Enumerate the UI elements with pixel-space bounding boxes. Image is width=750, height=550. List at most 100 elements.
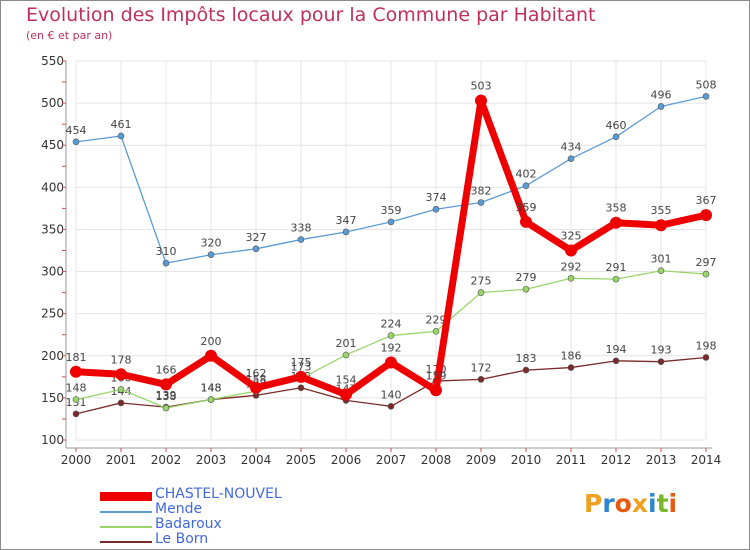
data-label: 166 <box>156 363 177 376</box>
data-label: 181 <box>66 351 87 364</box>
data-point <box>250 381 262 394</box>
data-label: 224 <box>381 318 402 331</box>
data-label: 508 <box>696 78 717 91</box>
data-label: 148 <box>66 382 87 395</box>
data-point <box>385 356 397 369</box>
data-label: 297 <box>696 256 717 269</box>
y-tick-label: 450 <box>41 138 64 152</box>
data-label: 359 <box>516 201 537 214</box>
logo-letter: P <box>584 489 603 518</box>
y-tick-label: 250 <box>41 307 64 321</box>
data-point <box>117 386 125 393</box>
data-point <box>297 384 305 392</box>
logo-letter: r <box>602 489 615 518</box>
data-point <box>340 388 352 401</box>
logo-letter: i <box>668 489 678 518</box>
chart-title: Evolution des Impôts locaux pour la Comm… <box>26 4 596 26</box>
data-label: 173 <box>291 361 312 374</box>
data-point <box>295 370 307 383</box>
data-label: 434 <box>561 141 582 154</box>
data-point <box>162 259 170 267</box>
data-point <box>387 403 395 410</box>
y-tick-label: 150 <box>41 391 64 405</box>
y-tick-label: 200 <box>41 349 64 363</box>
data-point <box>72 410 80 418</box>
data-label: 162 <box>246 367 267 380</box>
data-label: 310 <box>156 245 177 258</box>
legend-label-chastel-nouvel: CHASTEL-NOUVEL <box>155 486 282 502</box>
data-label: 358 <box>606 202 627 215</box>
data-label: 454 <box>66 124 87 137</box>
logo-letter: t <box>656 489 669 518</box>
data-label: 194 <box>606 343 627 356</box>
proxiti-logo: Proxiti <box>584 489 677 518</box>
data-label: 178 <box>111 353 132 366</box>
data-point <box>657 358 665 365</box>
data-label: 359 <box>381 204 402 217</box>
data-label: 140 <box>381 388 402 401</box>
data-point <box>522 366 530 374</box>
data-point <box>655 219 667 232</box>
x-tick-label: 2012 <box>601 453 632 467</box>
data-label: 175 <box>291 356 312 369</box>
data-point <box>567 155 575 162</box>
data-point <box>252 245 260 253</box>
legend-swatch-mende <box>100 511 152 513</box>
data-point <box>432 205 440 213</box>
data-point <box>477 199 485 206</box>
data-point <box>520 215 532 228</box>
x-tick-label: 2007 <box>376 453 407 467</box>
data-label: 461 <box>111 118 132 131</box>
data-label: 327 <box>246 231 267 244</box>
data-label: 325 <box>561 230 582 243</box>
data-point <box>72 396 80 403</box>
data-label: 159 <box>426 369 447 382</box>
data-label: 172 <box>471 361 492 374</box>
data-label: 460 <box>606 119 627 132</box>
data-label: 374 <box>426 191 447 204</box>
data-point <box>657 103 665 110</box>
data-label: 279 <box>516 271 537 284</box>
data-point <box>160 378 172 391</box>
data-point <box>387 218 395 226</box>
x-tick-label: 2006 <box>331 453 362 467</box>
data-label: 355 <box>651 204 672 217</box>
data-point <box>477 376 485 383</box>
data-point <box>297 236 305 243</box>
x-tick-label: 2001 <box>106 453 137 467</box>
legend-swatch-le-born <box>100 541 152 543</box>
data-point <box>207 251 215 259</box>
data-label: 347 <box>336 214 357 227</box>
data-point <box>477 289 485 296</box>
x-tick-label: 2011 <box>556 453 587 467</box>
data-point <box>612 275 620 283</box>
x-tick-label: 2005 <box>286 453 317 467</box>
data-point <box>565 244 577 257</box>
x-tick-label: 2014 <box>691 453 722 467</box>
data-label: 139 <box>156 389 177 402</box>
data-label: 193 <box>651 344 672 357</box>
y-tick-label: 350 <box>41 222 64 236</box>
data-label: 367 <box>696 194 717 207</box>
data-point <box>700 209 712 222</box>
data-label: 148 <box>201 382 222 395</box>
x-tick-label: 2009 <box>466 453 497 467</box>
data-label: 275 <box>471 275 492 288</box>
data-point <box>522 285 530 293</box>
data-point <box>475 94 487 107</box>
data-label: 382 <box>471 184 492 197</box>
data-point <box>430 384 442 397</box>
data-label: 201 <box>336 337 357 350</box>
data-label: 320 <box>201 237 222 250</box>
data-point <box>702 354 710 361</box>
data-point <box>702 270 710 278</box>
data-point <box>117 132 125 140</box>
x-tick-label: 2000 <box>61 453 92 467</box>
logo-letter: o <box>614 489 632 518</box>
data-label: 292 <box>561 260 582 273</box>
data-point <box>432 328 440 335</box>
data-label: 291 <box>606 261 627 274</box>
x-tick-label: 2013 <box>646 453 677 467</box>
y-tick-label: 550 <box>41 54 64 68</box>
